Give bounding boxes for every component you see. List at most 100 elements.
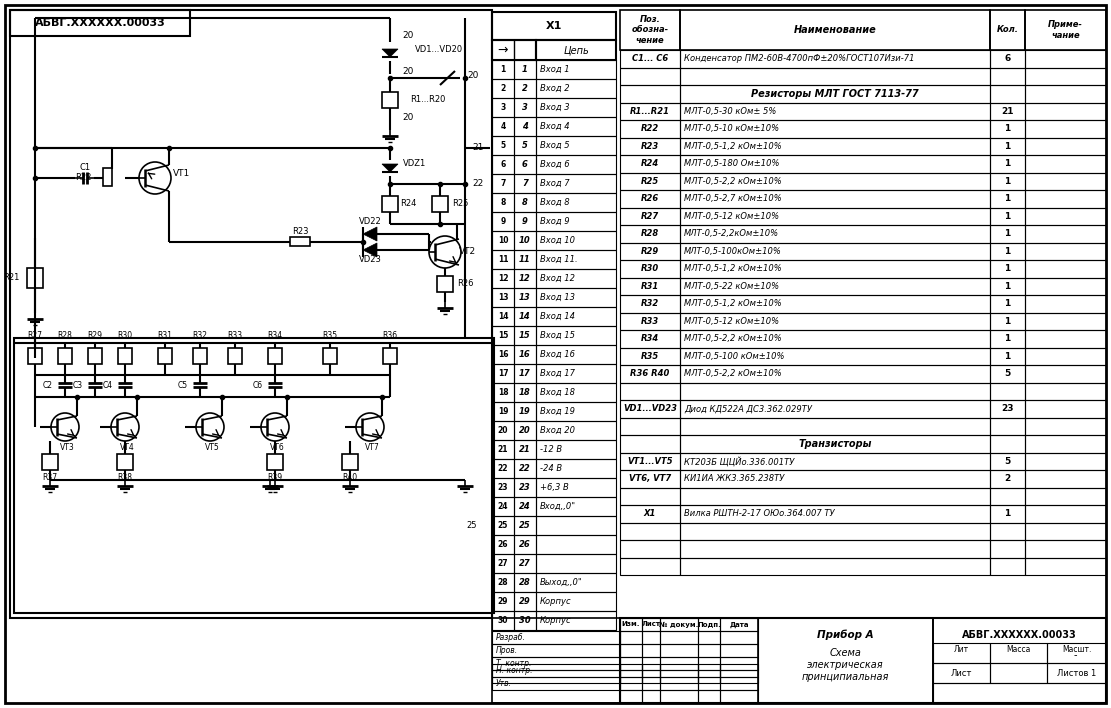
Bar — [642, 657, 660, 670]
Bar — [680, 85, 990, 103]
Text: X1: X1 — [546, 21, 562, 31]
Bar — [492, 231, 514, 250]
Bar — [933, 643, 990, 663]
Text: Прибор А: Прибор А — [818, 629, 874, 640]
Bar — [620, 190, 680, 207]
Bar — [536, 155, 615, 174]
Text: 13: 13 — [519, 293, 531, 302]
Text: Вход 1: Вход 1 — [540, 65, 570, 74]
Text: 26: 26 — [498, 540, 508, 549]
Text: Транзисторы: Транзисторы — [798, 439, 872, 449]
Text: VDZ1: VDZ1 — [403, 159, 427, 169]
Bar — [103, 168, 112, 186]
Bar — [492, 174, 514, 193]
Bar — [514, 497, 536, 516]
Text: R1...R20: R1...R20 — [410, 96, 446, 105]
Bar — [514, 79, 536, 98]
Polygon shape — [382, 49, 398, 57]
Text: 1: 1 — [1004, 159, 1011, 169]
Bar — [492, 98, 514, 117]
Bar — [492, 657, 620, 670]
Text: 23: 23 — [519, 483, 531, 492]
Text: АБВГ.XXXXXX.00033: АБВГ.XXXXXX.00033 — [34, 18, 166, 28]
Bar — [620, 435, 680, 452]
Bar — [1025, 173, 1105, 190]
Bar — [680, 50, 990, 67]
Text: R33: R33 — [228, 331, 242, 340]
Text: C4: C4 — [103, 380, 113, 389]
Bar — [990, 103, 1025, 120]
Bar — [990, 312, 1025, 330]
Text: Вход 3: Вход 3 — [540, 103, 570, 112]
Bar — [492, 664, 620, 677]
Bar — [990, 663, 1047, 683]
Bar — [698, 657, 720, 670]
Text: R28: R28 — [58, 331, 72, 340]
Bar — [990, 155, 1025, 173]
Bar — [10, 10, 492, 618]
Bar — [42, 454, 58, 470]
Text: 1: 1 — [1004, 212, 1011, 221]
Bar — [660, 618, 698, 631]
Text: Корпус: Корпус — [540, 616, 572, 625]
Bar — [514, 611, 536, 630]
Bar — [620, 50, 680, 67]
Text: Вилка РШТН-2-17 ОЮо.364.007 ТУ: Вилка РШТН-2-17 ОЮо.364.007 ТУ — [684, 509, 834, 518]
Bar — [536, 117, 615, 136]
Text: VT4: VT4 — [120, 442, 134, 452]
Text: VD1...VD23: VD1...VD23 — [623, 404, 677, 413]
Text: Вход 7: Вход 7 — [540, 179, 570, 188]
Bar — [492, 269, 514, 288]
Bar — [660, 670, 698, 683]
Text: VT6, VT7: VT6, VT7 — [629, 474, 671, 484]
Text: Вход 18: Вход 18 — [540, 388, 575, 397]
Bar — [514, 402, 536, 421]
Bar — [492, 611, 514, 630]
Text: R22: R22 — [74, 173, 91, 183]
Text: 27: 27 — [519, 559, 531, 568]
Text: Вход 6: Вход 6 — [540, 160, 570, 169]
Bar — [536, 421, 615, 440]
Bar — [620, 225, 680, 243]
Bar — [620, 505, 680, 523]
Bar — [536, 554, 615, 573]
Text: Вход 17: Вход 17 — [540, 369, 575, 378]
Text: R29: R29 — [641, 247, 659, 256]
Bar — [660, 690, 698, 703]
Text: Резисторы МЛТ ГОСТ 7113-77: Резисторы МЛТ ГОСТ 7113-77 — [751, 88, 919, 98]
Bar — [642, 677, 660, 690]
Text: 1: 1 — [1004, 282, 1011, 291]
Text: 15: 15 — [498, 331, 508, 340]
Polygon shape — [363, 227, 377, 241]
Text: 1: 1 — [1004, 124, 1011, 133]
Bar — [536, 440, 615, 459]
Bar — [620, 557, 680, 575]
Bar — [1025, 278, 1105, 295]
Text: R22: R22 — [641, 124, 659, 133]
Bar — [514, 60, 536, 79]
Text: Лист: Лист — [641, 622, 661, 627]
Bar — [158, 348, 172, 364]
Bar — [990, 207, 1025, 225]
Text: Вход 15: Вход 15 — [540, 331, 575, 340]
Text: 2: 2 — [1004, 474, 1011, 484]
Bar — [492, 326, 514, 345]
Bar — [990, 470, 1025, 488]
Bar — [680, 190, 990, 207]
Bar — [990, 10, 1025, 50]
Text: R34: R34 — [641, 334, 659, 343]
Text: Вход 2: Вход 2 — [540, 84, 570, 93]
Bar — [698, 631, 720, 644]
Bar — [620, 173, 680, 190]
Text: R33: R33 — [641, 316, 659, 326]
Bar — [990, 382, 1025, 400]
Text: VT1...VT5: VT1...VT5 — [628, 457, 673, 466]
Bar — [536, 364, 615, 383]
Bar — [290, 237, 310, 246]
Text: принципиальная: принципиальная — [802, 672, 889, 682]
Text: C1... C6: C1... C6 — [632, 55, 668, 63]
Bar — [990, 190, 1025, 207]
Text: 20: 20 — [467, 71, 479, 79]
Bar — [680, 523, 990, 540]
Text: 1: 1 — [1004, 142, 1011, 151]
